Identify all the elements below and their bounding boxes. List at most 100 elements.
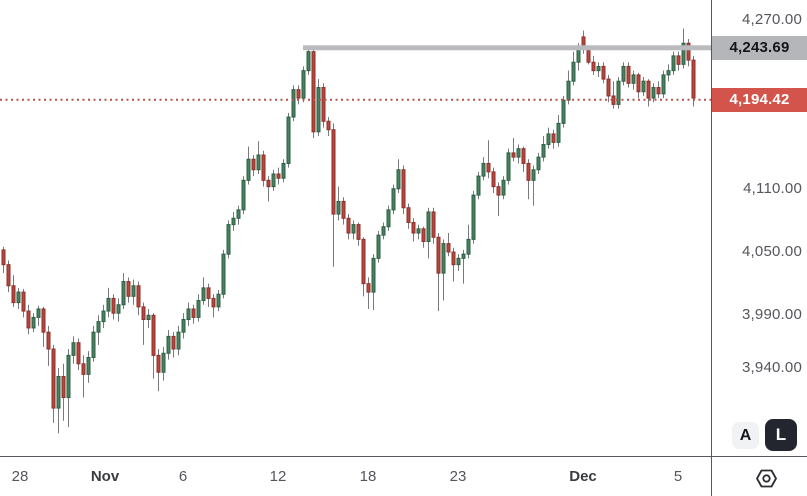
candle-body [476, 175, 481, 196]
candle-body [396, 169, 401, 190]
candle-body [306, 51, 311, 72]
candle-body [496, 186, 501, 196]
candle-body [616, 80, 621, 105]
candle-body [641, 80, 646, 93]
candle-body [646, 80, 651, 99]
price-axis-label: 3,940.00 [742, 359, 802, 377]
candle-body [126, 281, 131, 297]
candle-body [631, 74, 636, 84]
candle-body [276, 173, 281, 179]
candle-body [291, 89, 296, 118]
candle-body [561, 99, 566, 124]
price-axis-label: 3,990.00 [742, 306, 802, 324]
last-price-badge: 4,194.42 [712, 87, 807, 112]
candle-body [321, 87, 326, 122]
candle-body [101, 310, 106, 323]
candle-body [301, 70, 306, 99]
candle-body [391, 188, 396, 211]
price-axis-label: 4,110.00 [743, 179, 802, 197]
candle-body [356, 224, 361, 240]
time-axis-label: 5 [673, 468, 683, 485]
hexagon-center-dot [762, 474, 771, 483]
candle-body [166, 335, 171, 354]
resistance-line [303, 45, 711, 51]
candle-body [46, 331, 51, 350]
candle-body [226, 224, 231, 255]
candle-body [21, 291, 26, 312]
candle-body [86, 356, 91, 375]
candlestick-chart-pane[interactable] [0, 0, 711, 456]
candle-body [41, 308, 46, 333]
candle-body [551, 133, 556, 143]
candle-body [411, 221, 416, 234]
candle-body [361, 238, 366, 285]
candle-body [461, 253, 466, 259]
candle-body [71, 342, 76, 356]
candle-body [121, 281, 126, 306]
candle-body [281, 162, 286, 179]
candle-body [151, 314, 156, 356]
candle-body [76, 342, 81, 365]
candle-body [566, 80, 571, 101]
candle-body [256, 154, 261, 171]
candle-body [676, 55, 681, 65]
candle-body [186, 308, 191, 321]
price-axis-separator [711, 0, 712, 496]
candle-body [661, 74, 666, 95]
candle-body [681, 42, 686, 65]
candle-body [516, 148, 521, 158]
candle-body [211, 297, 216, 308]
candle-body [541, 143, 546, 158]
candle-body [286, 116, 291, 164]
candle-body [486, 162, 491, 173]
candle-body [176, 331, 181, 350]
candle-body [11, 285, 16, 304]
candle-body [386, 209, 391, 228]
candle-body [471, 194, 476, 240]
candle-body [381, 226, 386, 236]
resistance-price-badge: 4,243.69 [712, 35, 807, 60]
candle-body [546, 133, 551, 145]
candle-body [366, 283, 371, 293]
candle-body [96, 321, 101, 333]
candle-body [91, 331, 96, 358]
candle-body [511, 152, 516, 158]
candle-body [601, 65, 606, 80]
time-axis-label: 28 [11, 468, 29, 485]
log-scale-button[interactable]: L [765, 419, 797, 451]
hexagon-settings-icon[interactable] [754, 466, 779, 491]
candle-body [606, 78, 611, 97]
candle-body [221, 253, 226, 295]
candle-body [371, 257, 376, 293]
candle-body [421, 228, 426, 242]
candle-body [316, 87, 321, 133]
candle-body [621, 65, 626, 82]
price-axis-label: 4,050.00 [742, 243, 802, 261]
candle-body [526, 162, 531, 181]
auto-scale-button[interactable]: A [732, 422, 759, 449]
candle-body [56, 375, 61, 409]
candle-body [501, 179, 506, 196]
candle-body [326, 120, 331, 131]
candle-body [586, 49, 591, 63]
candle-body [261, 154, 266, 181]
candle-body [136, 285, 141, 308]
candle-body [691, 59, 696, 99]
candle-body [556, 122, 561, 143]
candle-body [596, 65, 601, 72]
candle-body [481, 162, 486, 177]
time-axis-separator [0, 456, 807, 457]
candle-body [436, 236, 441, 274]
time-axis-month-label: Dec [569, 468, 597, 485]
candle-body [201, 287, 206, 302]
candle-body [346, 217, 351, 234]
candle-body [536, 156, 541, 171]
candle-body [666, 70, 671, 76]
candle-body [531, 169, 536, 181]
candle-body [111, 297, 116, 314]
candle-body [196, 300, 201, 318]
candle-body [491, 171, 496, 188]
candle-body [181, 319, 186, 333]
candle-body [106, 297, 111, 312]
time-axis-label: 6 [178, 468, 188, 485]
